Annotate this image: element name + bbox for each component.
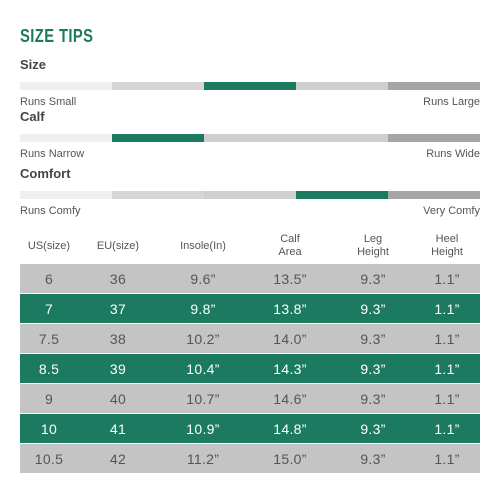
- table-cell: 1.1”: [434, 390, 460, 407]
- table-header-row: US(size) EU(size) Insole(In) Calf Area L…: [20, 230, 480, 262]
- table-cell: 9.3”: [360, 390, 386, 407]
- table-cell: 9: [44, 390, 54, 407]
- table-row: 8.5 39 10.4” 14.3” 9.3” 1.1”: [20, 354, 480, 383]
- table-cell: 9.3”: [360, 450, 386, 467]
- table-cell: 14.0”: [273, 330, 307, 347]
- table-row: 7 37 9.8” 13.8” 9.3” 1.1”: [20, 294, 480, 323]
- column-header: EU(size): [96, 239, 140, 252]
- table-cell: 15.0”: [273, 450, 307, 467]
- scale-segment: [388, 134, 480, 142]
- scale-segment: [296, 82, 388, 90]
- column-header: Insole(In): [180, 239, 226, 252]
- scale-segment: [388, 191, 480, 199]
- table-cell: 40: [109, 390, 127, 407]
- table-cell: 10.7”: [186, 390, 220, 407]
- table-cell: 1.1”: [434, 450, 460, 467]
- table-cell: 6: [44, 270, 54, 287]
- table-cell: 10.9”: [186, 420, 220, 437]
- table-cell: 10.2”: [186, 330, 220, 347]
- column-header: Calf Area: [278, 233, 302, 258]
- calf-metric: Calf Runs Narrow Runs Wide: [20, 109, 480, 160]
- table-cell: 10: [40, 420, 58, 437]
- table-cell: 37: [109, 300, 127, 317]
- table-cell: 9.3”: [360, 420, 386, 437]
- table-cell: 7: [44, 300, 54, 317]
- column-header: Leg Height: [357, 233, 389, 258]
- table-cell: 14.8”: [273, 420, 307, 437]
- size-low-label: Runs Small: [20, 96, 77, 108]
- table-cell: 1.1”: [434, 330, 460, 347]
- table-cell: 1.1”: [434, 420, 460, 437]
- comfort-metric-label: Comfort: [20, 166, 71, 181]
- calf-metric-label: Calf: [20, 109, 45, 124]
- table-cell: 9.3”: [360, 360, 386, 377]
- scale-segment: [20, 134, 112, 142]
- comfort-low-label: Runs Comfy: [20, 205, 81, 217]
- table-cell: 9.3”: [360, 300, 386, 317]
- scale-segment: [20, 82, 112, 90]
- table-row: 10.5 42 11.2” 15.0” 9.3” 1.1”: [20, 444, 480, 473]
- table-body: 6 36 9.6” 13.5” 9.3” 1.1” 7 37 9.8” 13.8…: [20, 264, 480, 473]
- table-cell: 9.6”: [190, 270, 216, 287]
- table-cell: 41: [109, 420, 127, 437]
- size-chart-table: US(size) EU(size) Insole(In) Calf Area L…: [20, 230, 480, 474]
- table-cell: 10.4”: [186, 360, 220, 377]
- calf-low-label: Runs Narrow: [20, 148, 85, 160]
- table-cell: 36: [109, 270, 127, 287]
- size-high-label: Runs Large: [423, 96, 480, 108]
- comfort-metric: Comfort Runs Comfy Very Comfy: [20, 166, 480, 217]
- table-row: 9 40 10.7” 14.6” 9.3” 1.1”: [20, 384, 480, 413]
- scale-segment: [204, 82, 296, 90]
- page-title: SIZE TIPS: [20, 26, 94, 46]
- size-metric: Size Runs Small Runs Large: [20, 57, 480, 108]
- table-row: 10 41 10.9” 14.8” 9.3” 1.1”: [20, 414, 480, 443]
- scale-segment: [20, 191, 112, 199]
- table-cell: 13.8”: [273, 300, 307, 317]
- table-cell: 9.8”: [190, 300, 216, 317]
- scale-segment: [112, 82, 204, 90]
- comfort-high-label: Very Comfy: [423, 205, 480, 217]
- column-header: Heel Height: [431, 233, 463, 258]
- size-scale-bar: [20, 82, 480, 90]
- scale-segment: [204, 191, 296, 199]
- table-cell: 38: [109, 330, 127, 347]
- table-cell: 1.1”: [434, 270, 460, 287]
- calf-high-label: Runs Wide: [426, 148, 480, 160]
- table-cell: 13.5”: [273, 270, 307, 287]
- scale-segment: [388, 82, 480, 90]
- table-cell: 9.3”: [360, 330, 386, 347]
- table-cell: 39: [109, 360, 127, 377]
- scale-segment: [204, 134, 296, 142]
- calf-scale-bar: [20, 134, 480, 142]
- table-cell: 1.1”: [434, 300, 460, 317]
- table-cell: 14.6”: [273, 390, 307, 407]
- table-cell: 1.1”: [434, 360, 460, 377]
- scale-segment: [112, 134, 204, 142]
- table-cell: 42: [109, 450, 127, 467]
- table-cell: 7.5: [38, 330, 60, 347]
- table-row: 7.5 38 10.2” 14.0” 9.3” 1.1”: [20, 324, 480, 353]
- table-cell: 11.2”: [186, 450, 220, 467]
- table-cell: 9.3”: [360, 270, 386, 287]
- column-header: US(size): [27, 239, 71, 252]
- table-row: 6 36 9.6” 13.5” 9.3” 1.1”: [20, 264, 480, 293]
- size-metric-label: Size: [20, 57, 47, 72]
- scale-segment: [112, 191, 204, 199]
- table-cell: 8.5: [38, 360, 60, 377]
- scale-segment: [296, 191, 388, 199]
- comfort-scale-bar: [20, 191, 480, 199]
- scale-segment: [296, 134, 388, 142]
- table-cell: 10.5: [34, 450, 64, 467]
- table-cell: 14.3”: [273, 360, 307, 377]
